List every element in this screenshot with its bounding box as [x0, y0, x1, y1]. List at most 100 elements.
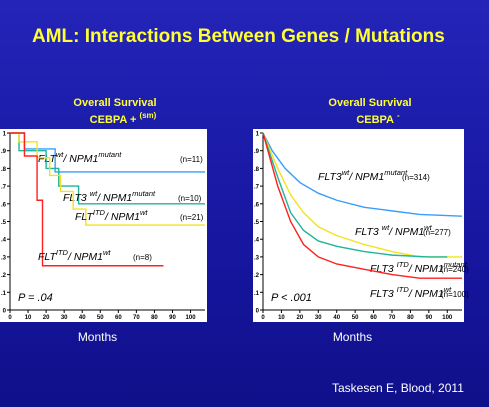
y-tick-label: .7 — [254, 185, 260, 191]
label-text: / NPM1 — [67, 251, 103, 263]
subtitle-sup: (sm) — [139, 111, 156, 120]
citation: Taskesen E, Blood, 2011 — [332, 381, 464, 395]
label-text: FLT — [75, 211, 94, 223]
x-axis-label: Months — [78, 330, 117, 344]
label-sup: wt — [140, 208, 148, 217]
y-tick-label: .5 — [1, 220, 7, 226]
label-sup: ITD — [93, 208, 106, 217]
label-text: FLT3 — [355, 226, 382, 238]
survival-curve — [262, 132, 462, 258]
y-tick-label: .8 — [1, 167, 7, 173]
y-tick-label: 0 — [256, 309, 260, 315]
y-tick-label: 1 — [3, 132, 7, 138]
x-tick-label: 80 — [151, 315, 158, 321]
label-sup: ITD — [397, 260, 410, 269]
x-tick-label: 0 — [261, 315, 265, 321]
x-tick-label: 90 — [169, 315, 176, 321]
curve-label: FLTITD/ NPM1wt — [38, 248, 111, 263]
n-label: (n=8) — [133, 253, 152, 262]
x-tick-label: 60 — [370, 315, 377, 321]
label-sup: ITD — [397, 285, 410, 294]
survival-curve — [10, 132, 164, 267]
label-text: FLT3 — [370, 288, 397, 300]
y-tick-label: .4 — [1, 238, 7, 244]
y-tick-label: .2 — [1, 273, 7, 279]
x-tick-label: 90 — [425, 315, 432, 321]
n-label: (n=314) — [402, 173, 430, 182]
label-text: / NPM1 — [388, 226, 424, 238]
y-tick-label: .4 — [254, 238, 260, 244]
n-label: (n=11) — [180, 155, 203, 164]
y-tick-label: .8 — [254, 167, 260, 173]
x-tick-label: 100 — [186, 315, 197, 321]
x-tick-label: 60 — [115, 315, 122, 321]
survival-curve — [10, 132, 205, 226]
label-sup: wt — [103, 248, 111, 257]
label-text: / NPM1 — [104, 211, 140, 223]
y-tick-label: 1 — [256, 132, 260, 138]
label-text: / NPM1 — [62, 153, 98, 165]
chart-subtitle: CEBPA - — [356, 111, 400, 126]
p-value: P = .04 — [18, 292, 53, 304]
y-tick-label: .2 — [254, 273, 260, 279]
y-tick-label: 0 — [3, 309, 7, 315]
x-tick-label: 10 — [25, 315, 32, 321]
x-tick-label: 100 — [442, 315, 453, 321]
label-sup: wt — [56, 150, 64, 159]
label-sup: wt — [342, 168, 350, 177]
x-tick-label: 30 — [61, 315, 68, 321]
label-sup: wt — [382, 223, 390, 232]
label-sup: wt — [424, 223, 432, 232]
y-tick-label: .9 — [1, 149, 7, 155]
chart-title: Overall Survival — [73, 97, 156, 109]
label-sup: wt — [444, 285, 452, 294]
curve-label: FLT3 ITD/ NPM1wt — [370, 285, 452, 300]
y-tick-label: .9 — [254, 149, 260, 155]
x-tick-label: 70 — [133, 315, 140, 321]
n-label: (n=277) — [423, 228, 451, 237]
y-tick-label: .1 — [254, 291, 260, 297]
x-tick-label: 0 — [8, 315, 12, 321]
slide-title: AML: Interactions Between Genes / Mutati… — [32, 26, 445, 47]
y-tick-label: .1 — [1, 291, 7, 297]
y-tick-label: .6 — [254, 202, 260, 208]
subtitle-text: CEBPA + — [90, 114, 137, 126]
n-label: (n=240) — [441, 265, 469, 274]
label-text: / NPM1 — [348, 171, 384, 183]
x-axis-label: Months — [333, 330, 372, 344]
label-text: / NPM1 — [408, 263, 444, 275]
label-text: FLT — [38, 251, 57, 263]
label-sup: ITD — [56, 248, 69, 257]
x-tick-label: 70 — [389, 315, 396, 321]
y-tick-label: .3 — [1, 255, 7, 261]
label-text: / NPM1 — [96, 192, 132, 204]
subtitle-text: CEBPA — [356, 114, 394, 126]
label-text: FLT3 — [63, 192, 90, 204]
chart-subtitle: CEBPA + (sm) — [90, 111, 157, 126]
y-tick-label: .3 — [254, 255, 260, 261]
x-tick-label: 20 — [43, 315, 50, 321]
curve-label: FLT3 wt/ NPM1mutant — [63, 189, 156, 204]
label-sup: mutant — [132, 189, 156, 198]
n-label: (n=10) — [178, 194, 202, 203]
label-sup: mutant — [98, 150, 122, 159]
chart-title: Overall Survival — [328, 97, 411, 109]
survival-curve — [262, 132, 462, 279]
y-tick-label: .6 — [1, 202, 7, 208]
x-tick-label: 50 — [352, 315, 359, 321]
curve-label: FLT3 wt/ NPM1wt — [355, 223, 433, 238]
label-sup: wt — [90, 189, 98, 198]
x-tick-label: 50 — [97, 315, 104, 321]
curve-label: FLT3wt/ NPM1mutant — [318, 168, 408, 183]
plot-background — [253, 129, 464, 322]
x-tick-label: 40 — [333, 315, 340, 321]
x-tick-label: 30 — [315, 315, 322, 321]
x-tick-label: 80 — [407, 315, 414, 321]
subtitle-sup: - — [397, 111, 400, 120]
p-value: P < .001 — [271, 292, 312, 304]
label-sup: mutant — [384, 168, 408, 177]
label-text: / NPM1 — [408, 288, 444, 300]
label-sup: mutant — [444, 260, 468, 269]
x-tick-label: 10 — [278, 315, 285, 321]
